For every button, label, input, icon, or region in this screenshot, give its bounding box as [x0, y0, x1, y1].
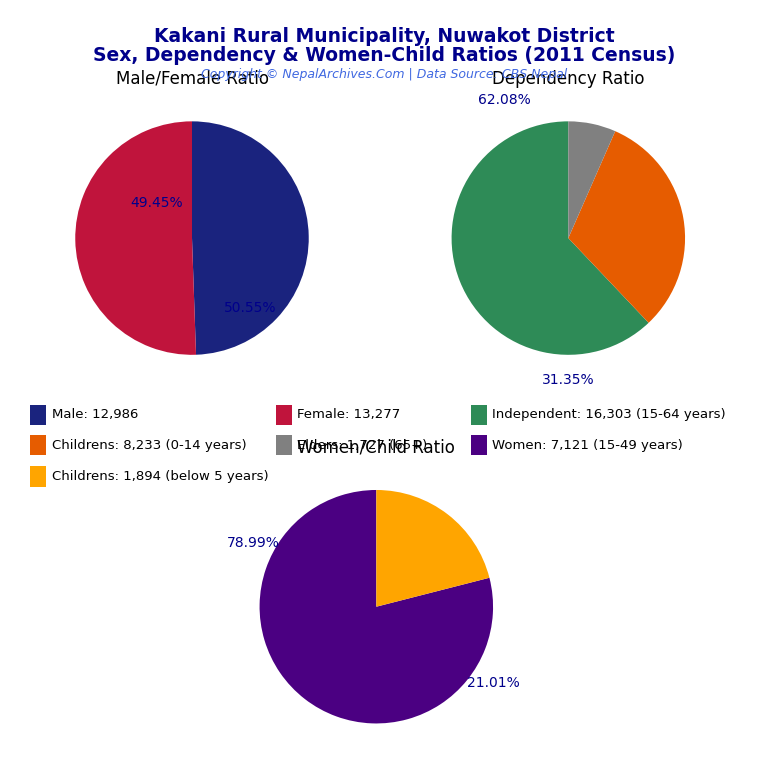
Text: Elders: 1,727 (65+): Elders: 1,727 (65+) — [297, 439, 428, 452]
Title: Women/Child Ratio: Women/Child Ratio — [297, 439, 455, 456]
Text: 78.99%: 78.99% — [227, 535, 280, 550]
Bar — [471, 435, 486, 455]
Text: Female: 13,277: Female: 13,277 — [297, 409, 401, 421]
Wedge shape — [568, 121, 615, 238]
Wedge shape — [568, 131, 685, 323]
Bar — [30, 405, 46, 425]
Text: 62.08%: 62.08% — [478, 94, 531, 108]
Text: 21.01%: 21.01% — [467, 676, 519, 690]
Text: Sex, Dependency & Women-Child Ratios (2011 Census): Sex, Dependency & Women-Child Ratios (20… — [93, 46, 675, 65]
Wedge shape — [75, 121, 196, 355]
Bar — [276, 405, 292, 425]
Text: Independent: 16,303 (15-64 years): Independent: 16,303 (15-64 years) — [492, 409, 726, 421]
Text: Childrens: 1,894 (below 5 years): Childrens: 1,894 (below 5 years) — [52, 470, 269, 483]
Title: Male/Female Ratio: Male/Female Ratio — [115, 70, 269, 88]
Text: Kakani Rural Municipality, Nuwakot District: Kakani Rural Municipality, Nuwakot Distr… — [154, 27, 614, 46]
Wedge shape — [192, 121, 309, 355]
Text: Women: 7,121 (15-49 years): Women: 7,121 (15-49 years) — [492, 439, 683, 452]
Title: Dependency Ratio: Dependency Ratio — [492, 70, 644, 88]
Text: Childrens: 8,233 (0-14 years): Childrens: 8,233 (0-14 years) — [52, 439, 247, 452]
Wedge shape — [452, 121, 649, 355]
Text: Male: 12,986: Male: 12,986 — [52, 409, 138, 421]
Bar — [471, 405, 486, 425]
Text: 6.58%: 6.58% — [0, 767, 1, 768]
Text: 31.35%: 31.35% — [542, 373, 594, 388]
Text: 50.55%: 50.55% — [224, 301, 276, 315]
Bar — [30, 435, 46, 455]
Wedge shape — [260, 490, 493, 723]
Bar — [30, 466, 46, 487]
Text: 49.45%: 49.45% — [131, 196, 184, 210]
Wedge shape — [376, 490, 489, 607]
Bar — [276, 435, 292, 455]
Text: Copyright © NepalArchives.Com | Data Source: CBS Nepal: Copyright © NepalArchives.Com | Data Sou… — [201, 68, 567, 81]
